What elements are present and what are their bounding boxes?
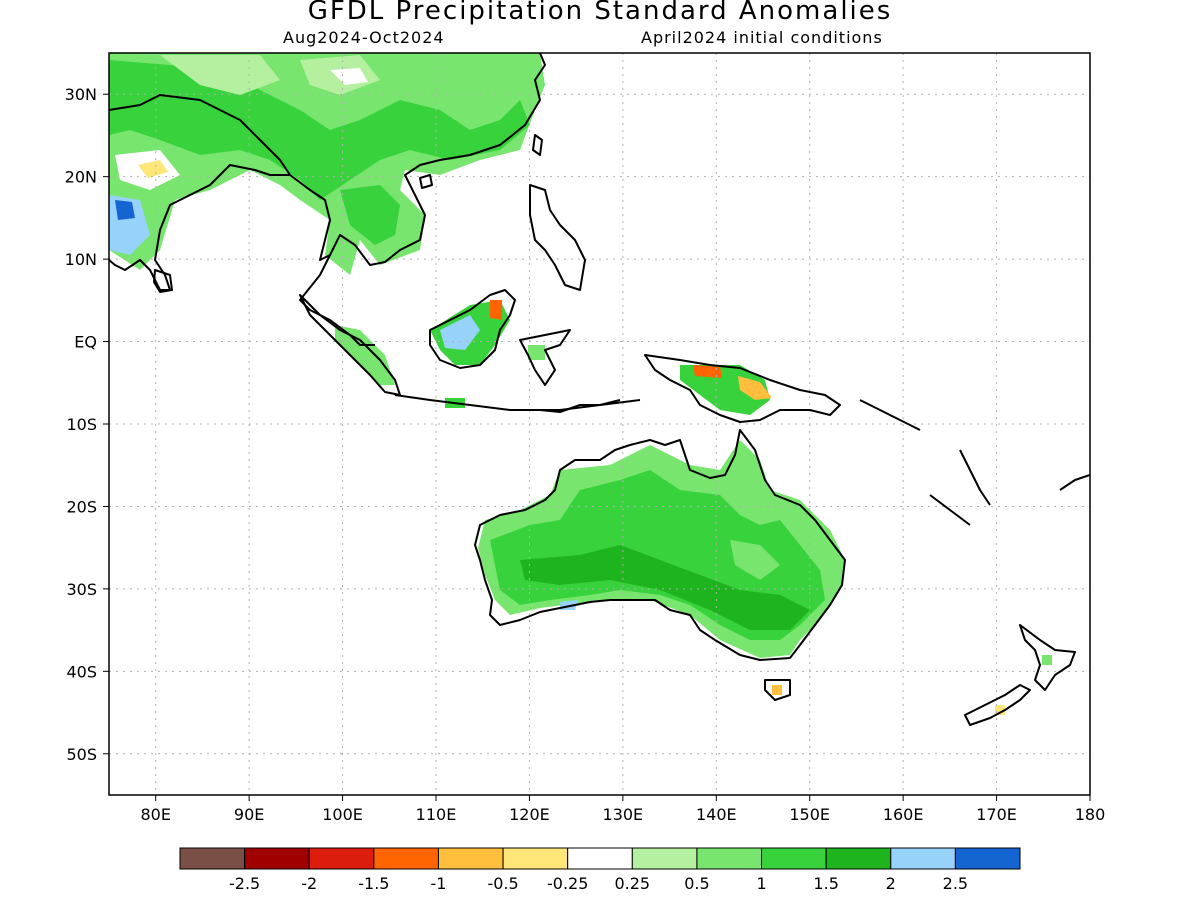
lat-label: 30S [66, 580, 97, 599]
colorbar: -2.5 -2 -1.5 -1 -0.5 -0.25 0.25 0.5 1 1.5 2 2.5 [179, 847, 1021, 893]
colorbar-label: 1.5 [813, 874, 838, 893]
colorbar-label: 2.5 [943, 874, 968, 893]
coast-fiji [1059, 474, 1090, 491]
lat-label: 10S [66, 415, 97, 434]
shade-borneo-red [490, 300, 502, 320]
coast-tasmania [764, 679, 791, 701]
shade-india-darkblue [115, 200, 135, 220]
colorbar-label: -1.5 [358, 874, 389, 893]
coast-srilanka [153, 269, 173, 293]
coast-indochina [289, 53, 546, 266]
colorbar-label: -0.5 [487, 874, 518, 893]
coast-sulawesi [519, 329, 571, 386]
lon-label: 170E [976, 805, 1017, 824]
shade-asia-dark [109, 60, 530, 200]
colorbar-swatch [502, 847, 569, 870]
lat-label: 20N [65, 168, 97, 187]
coastlines [109, 53, 1090, 726]
shade-nz-south [995, 705, 1005, 715]
colorbar-swatch [890, 847, 956, 870]
colorbar-label: 2 [886, 874, 896, 893]
coast-java [394, 394, 621, 411]
lon-label: 100E [322, 805, 363, 824]
colorbar-swatch [696, 847, 763, 870]
colorbar-label: 0.5 [684, 874, 709, 893]
colorbar-label: 1 [756, 874, 766, 893]
lon-label: 110E [416, 805, 457, 824]
shade-india-yellow [138, 160, 168, 178]
initial-conditions: April2024 initial conditions [641, 28, 883, 47]
lon-label: 180 [1075, 805, 1106, 824]
coast-borneo [429, 289, 516, 369]
latitude-labels: 30N 20N 10N EQ 10S 20S 30S 40S 50S [65, 85, 109, 764]
lon-label: 80E [140, 805, 170, 824]
shade-australia-darker [520, 545, 810, 630]
colorbar-swatch [437, 847, 504, 870]
colorbar-label: -0.25 [547, 874, 588, 893]
colorbar-label: -1 [430, 874, 446, 893]
coast-philippines [529, 184, 586, 291]
shade-newguinea [680, 365, 770, 415]
colorbar-label: -2 [301, 874, 317, 893]
shade-indochina-green [340, 185, 400, 245]
colorbar-label: 0.25 [614, 874, 650, 893]
lat-label: 20S [66, 497, 97, 516]
shade-sumatra [335, 325, 395, 385]
shade-asia-pale [160, 55, 280, 95]
lon-label: 90E [234, 805, 264, 824]
lat-label: 10N [65, 250, 97, 269]
shade-tasmania [772, 685, 782, 695]
lat-label: EQ [74, 333, 97, 352]
colorbar-swatch [567, 847, 633, 870]
lon-label: 140E [696, 805, 737, 824]
map-title: GFDL Precipitation Standard Anomalies [307, 0, 893, 26]
coast-timor [539, 399, 641, 413]
coast-nz-south [964, 684, 1031, 726]
lat-lon-grid [109, 53, 1090, 795]
coast-taiwan [532, 134, 543, 156]
colorbar-swatch [179, 847, 246, 870]
coast-asia [109, 94, 291, 291]
shade-ng-orange [738, 376, 772, 400]
colorbar-swatch [373, 847, 439, 870]
lon-label: 150E [789, 805, 830, 824]
coast-australia [474, 429, 846, 661]
shade-asia-white [330, 68, 368, 85]
colorbar-swatch [825, 847, 892, 870]
coast-newguinea [644, 354, 841, 423]
lat-label: 30N [65, 85, 97, 104]
shade-ng-red [693, 365, 722, 378]
lon-label: 130E [603, 805, 644, 824]
forecast-period: Aug2024-Oct2024 [283, 28, 445, 47]
shade-sulawesi [528, 345, 545, 360]
colorbar-swatch [631, 847, 698, 870]
lat-label: 40S [66, 662, 97, 681]
shade-nz-north [1042, 655, 1052, 665]
colorbar-swatch [761, 847, 827, 870]
shade-australia-pale [730, 540, 780, 580]
coast-newcaledonia [929, 494, 971, 526]
colorbar-swatch [244, 847, 310, 870]
colorbar-swatch [954, 847, 1021, 870]
colorbar-label: -2.5 [229, 874, 260, 893]
lon-label: 160E [883, 805, 924, 824]
coast-nz-north [1019, 624, 1076, 691]
coast-solomons [859, 399, 921, 431]
longitude-labels: 80E 90E 100E 110E 120E 130E 140E 150E 160E 170E 18… [140, 795, 1105, 824]
coast-vanuatu [959, 449, 991, 506]
colorbar-swatch [308, 847, 375, 870]
lon-label: 120E [509, 805, 550, 824]
shade-borneo-blue [440, 315, 480, 350]
coast-hainan [419, 174, 433, 189]
lat-label: 50S [66, 745, 97, 764]
anomaly-shading [109, 53, 1052, 715]
